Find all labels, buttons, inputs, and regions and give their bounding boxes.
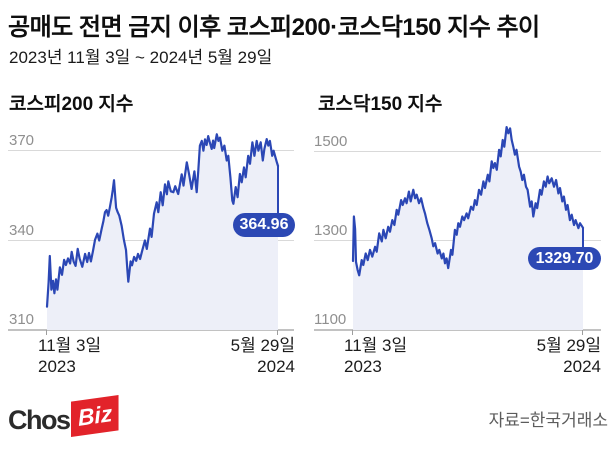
source-credit: 자료=한국거래소: [488, 411, 608, 430]
kospi200-ytick-310: 310: [9, 311, 35, 328]
kosdaq150-last-value-badge: 1329.70: [528, 247, 601, 270]
kospi200-xlabel-start-year: 2023: [38, 357, 76, 376]
page-subtitle: 2023년 11월 3일 ~ 2024년 5월 29일: [9, 48, 273, 67]
kosdaq150-xlabel-end-year: 2024: [563, 357, 601, 376]
biz-wordmark: Biz: [76, 400, 113, 431]
kosdaq150-ytick-1500: 1500: [314, 133, 348, 150]
kospi200-gridline-370: [8, 150, 294, 151]
kosdaq150-ytick-1300: 1300: [314, 222, 348, 239]
kospi200-xlabel-end-year: 2024: [257, 357, 295, 376]
kosdaq150-end-tick: [582, 330, 583, 335]
biz-flag-shape: Biz: [71, 394, 119, 437]
kosdaq150-line-chart: [351, 126, 585, 330]
page-title: 공매도 전면 금지 이후 코스피200·코스닥150 지수 추이: [8, 14, 540, 41]
kospi200-start-tick: [46, 330, 47, 335]
kosdaq150-start-tick: [352, 330, 353, 335]
kospi200-ytick-340: 340: [9, 222, 35, 239]
kospi200-chart-title: 코스피200 지수: [9, 94, 134, 115]
kosdaq150-xlabel-end: 5월 29일: [536, 336, 601, 355]
kospi200-line-chart: [45, 133, 280, 330]
kosdaq150-gridline-1500: [314, 151, 601, 152]
kospi200-last-value-badge: 364.96: [233, 213, 295, 237]
kospi200-end-tick: [277, 330, 278, 335]
kospi200-xlabel-end: 5월 29일: [230, 336, 295, 355]
kosdaq150-ytick-1100: 1100: [314, 311, 347, 328]
kosdaq150-chart-title: 코스닥150 지수: [318, 94, 443, 115]
kosdaq150-xlabel-start-year: 2023: [344, 357, 382, 376]
kospi200-ytick-370: 370: [9, 132, 35, 149]
kospi200-xlabel-start: 11월 3일: [38, 336, 102, 355]
kosdaq150-xlabel-start: 11월 3일: [344, 336, 408, 355]
